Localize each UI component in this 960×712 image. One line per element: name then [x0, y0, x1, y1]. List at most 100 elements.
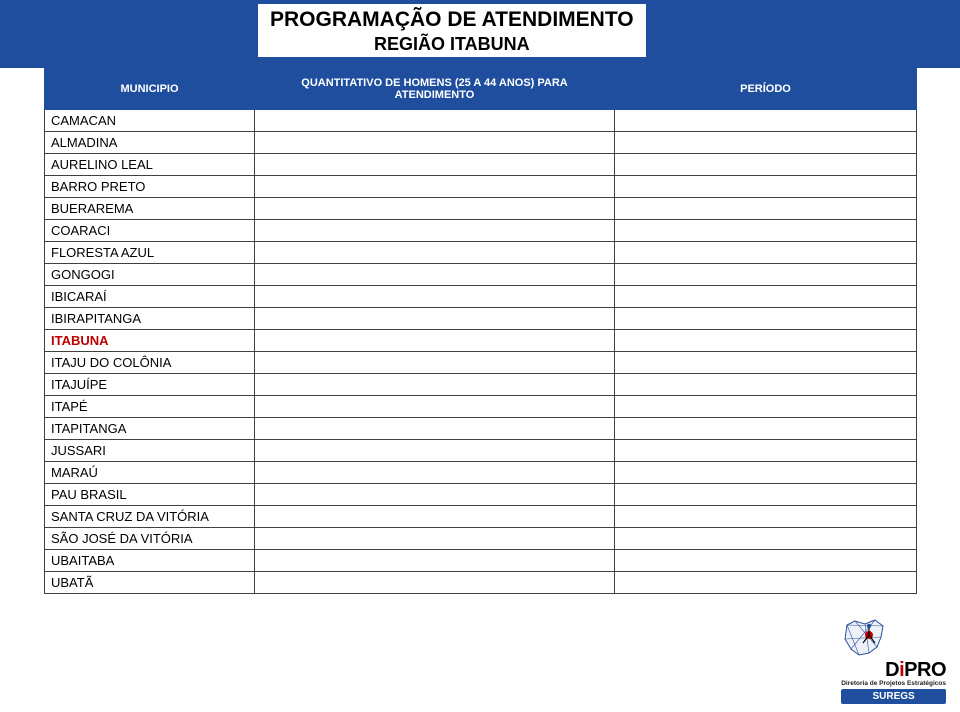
col-municipio: MUNICIPIO	[45, 69, 255, 110]
cell-quantitativo	[255, 396, 615, 418]
title-line2: REGIÃO ITABUNA	[270, 34, 634, 55]
cell-municipio: SANTA CRUZ DA VITÓRIA	[45, 506, 255, 528]
dipro-logo-block: DiPRO Diretoria de Projetos Estratégicos…	[841, 617, 946, 704]
cell-quantitativo	[255, 110, 615, 132]
cell-quantitativo	[255, 220, 615, 242]
table-header-row: MUNICIPIO QUANTITATIVO DE HOMENS (25 A 4…	[45, 69, 917, 110]
table-row: ITAPITANGA	[45, 418, 917, 440]
cell-quantitativo	[255, 528, 615, 550]
cell-periodo	[615, 330, 917, 352]
cell-quantitativo	[255, 352, 615, 374]
col-quantitativo: QUANTITATIVO DE HOMENS (25 A 44 ANOS) PA…	[255, 69, 615, 110]
header-bar: PROGRAMAÇÃO DE ATENDIMENTO REGIÃO ITABUN…	[0, 0, 960, 68]
table-row: ITABUNA	[45, 330, 917, 352]
cell-quantitativo	[255, 242, 615, 264]
cell-periodo	[615, 484, 917, 506]
table-row: ALMADINA	[45, 132, 917, 154]
cell-quantitativo	[255, 506, 615, 528]
cell-municipio: COARACI	[45, 220, 255, 242]
cell-municipio: GONGOGI	[45, 264, 255, 286]
attendance-table: MUNICIPIO QUANTITATIVO DE HOMENS (25 A 4…	[44, 68, 917, 594]
cell-municipio: ITABUNA	[45, 330, 255, 352]
table-row: GONGOGI	[45, 264, 917, 286]
suregs-badge: SUREGS	[841, 689, 946, 704]
cell-periodo	[615, 264, 917, 286]
table-row: BUERAREMA	[45, 198, 917, 220]
dipro-logo: DiPRO Diretoria de Projetos Estratégicos	[841, 659, 946, 687]
map-icon	[841, 617, 887, 659]
cell-municipio: ITAJU DO COLÔNIA	[45, 352, 255, 374]
dipro-d: D	[885, 659, 899, 681]
cell-quantitativo	[255, 308, 615, 330]
table-row: FLORESTA AZUL	[45, 242, 917, 264]
footer-logos: DiPRO Diretoria de Projetos Estratégicos…	[841, 617, 946, 704]
cell-periodo	[615, 440, 917, 462]
cell-municipio: CAMACAN	[45, 110, 255, 132]
cell-quantitativo	[255, 330, 615, 352]
cell-municipio: ALMADINA	[45, 132, 255, 154]
cell-periodo	[615, 132, 917, 154]
table-row: ITAPÉ	[45, 396, 917, 418]
cell-municipio: IBICARAÍ	[45, 286, 255, 308]
table-row: PAU BRASIL	[45, 484, 917, 506]
cell-periodo	[615, 352, 917, 374]
cell-periodo	[615, 528, 917, 550]
cell-quantitativo	[255, 374, 615, 396]
cell-periodo	[615, 286, 917, 308]
table-row: UBATÃ	[45, 572, 917, 594]
title-line1: PROGRAMAÇÃO DE ATENDIMENTO	[270, 8, 634, 32]
cell-periodo	[615, 110, 917, 132]
cell-periodo	[615, 308, 917, 330]
cell-periodo	[615, 462, 917, 484]
cell-periodo	[615, 418, 917, 440]
table-row: AURELINO LEAL	[45, 154, 917, 176]
table-row: UBAITABA	[45, 550, 917, 572]
col-periodo: PERÍODO	[615, 69, 917, 110]
dipro-subtitle: Diretoria de Projetos Estratégicos	[841, 680, 946, 687]
cell-quantitativo	[255, 132, 615, 154]
table-row: IBICARAÍ	[45, 286, 917, 308]
cell-municipio: ITAPITANGA	[45, 418, 255, 440]
cell-municipio: JUSSARI	[45, 440, 255, 462]
cell-municipio: AURELINO LEAL	[45, 154, 255, 176]
cell-quantitativo	[255, 462, 615, 484]
cell-municipio: SÃO JOSÉ DA VITÓRIA	[45, 528, 255, 550]
table-row: COARACI	[45, 220, 917, 242]
table-body: CAMACANALMADINAAURELINO LEALBARRO PRETOB…	[45, 110, 917, 594]
cell-municipio: BUERAREMA	[45, 198, 255, 220]
cell-quantitativo	[255, 572, 615, 594]
cell-municipio: UBATÃ	[45, 572, 255, 594]
cell-periodo	[615, 506, 917, 528]
cell-quantitativo	[255, 198, 615, 220]
cell-quantitativo	[255, 176, 615, 198]
cell-periodo	[615, 550, 917, 572]
cell-municipio: FLORESTA AZUL	[45, 242, 255, 264]
table-row: MARAÚ	[45, 462, 917, 484]
table-row: BARRO PRETO	[45, 176, 917, 198]
cell-periodo	[615, 154, 917, 176]
cell-periodo	[615, 572, 917, 594]
cell-periodo	[615, 396, 917, 418]
table-row: ITAJUÍPE	[45, 374, 917, 396]
table-row: SÃO JOSÉ DA VITÓRIA	[45, 528, 917, 550]
cell-quantitativo	[255, 286, 615, 308]
cell-quantitativo	[255, 440, 615, 462]
table-row: SANTA CRUZ DA VITÓRIA	[45, 506, 917, 528]
table-row: CAMACAN	[45, 110, 917, 132]
cell-periodo	[615, 198, 917, 220]
cell-quantitativo	[255, 418, 615, 440]
cell-quantitativo	[255, 264, 615, 286]
cell-quantitativo	[255, 484, 615, 506]
dipro-pro: PRO	[904, 659, 946, 681]
cell-periodo	[615, 176, 917, 198]
cell-periodo	[615, 220, 917, 242]
cell-municipio: PAU BRASIL	[45, 484, 255, 506]
cell-periodo	[615, 242, 917, 264]
cell-municipio: UBAITABA	[45, 550, 255, 572]
cell-municipio: ITAJUÍPE	[45, 374, 255, 396]
table-row: JUSSARI	[45, 440, 917, 462]
cell-quantitativo	[255, 550, 615, 572]
cell-municipio: IBIRAPITANGA	[45, 308, 255, 330]
cell-municipio: BARRO PRETO	[45, 176, 255, 198]
table-row: ITAJU DO COLÔNIA	[45, 352, 917, 374]
